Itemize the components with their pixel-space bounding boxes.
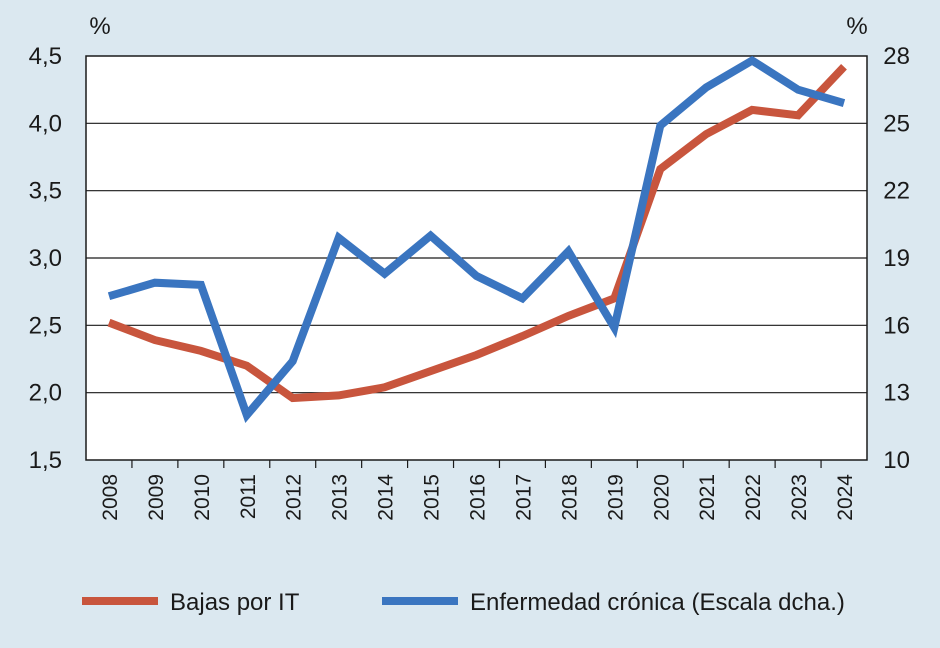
- x-tick-label: 2023: [788, 474, 811, 521]
- legend-item-bajas: Bajas por IT: [82, 589, 300, 616]
- right-tick-label: 19: [883, 245, 910, 272]
- x-tick-label: 2024: [834, 474, 857, 521]
- right-axis: % 10 13 16 19 22 25 28: [846, 13, 910, 474]
- x-tick-label: 2015: [421, 474, 444, 521]
- right-tick-label: 22: [883, 178, 910, 205]
- x-tick-label: 2013: [329, 474, 352, 521]
- left-tick-label: 2,5: [29, 312, 62, 339]
- x-tick-label: 2012: [283, 474, 306, 521]
- legend-item-enfermedad: Enfermedad crónica (Escala dcha.): [382, 589, 845, 616]
- x-tick-label: 2016: [467, 474, 490, 521]
- right-tick-label: 28: [883, 43, 910, 70]
- x-tick-label: 2011: [237, 474, 260, 519]
- series-lines: [107, 55, 847, 423]
- x-tick-label: 2018: [558, 474, 581, 521]
- x-tick-label: 2008: [99, 474, 122, 521]
- right-axis-unit: %: [846, 13, 867, 40]
- left-tick-label: 1,5: [29, 447, 62, 474]
- x-tick-label: 2022: [742, 474, 765, 521]
- right-tick-label: 25: [883, 110, 910, 137]
- right-tick-label: 10: [883, 447, 910, 474]
- left-tick-label: 4,5: [29, 43, 62, 70]
- left-tick-label: 3,5: [29, 178, 62, 205]
- right-tick-label: 13: [883, 380, 910, 407]
- left-tick-label: 2,0: [29, 380, 62, 407]
- legend: Bajas por IT Enfermedad crónica (Escala …: [82, 589, 845, 616]
- x-axis-ticks: [131, 460, 822, 468]
- x-tick-label: 2019: [604, 474, 627, 521]
- x-tick-label: 2020: [650, 474, 673, 521]
- left-axis-unit: %: [89, 13, 110, 40]
- left-tick-label: 4,0: [29, 110, 62, 137]
- right-tick-label: 16: [883, 312, 910, 339]
- left-axis: % 1,5 2,0 2,5 3,0 3,5 4,0 4,5: [29, 13, 111, 474]
- x-tick-label: 2021: [696, 474, 719, 521]
- x-tick-label: 2010: [191, 474, 214, 521]
- x-tick-label: 2017: [512, 474, 535, 521]
- left-tick-label: 3,0: [29, 245, 62, 272]
- legend-label-enfermedad: Enfermedad crónica (Escala dcha.): [470, 589, 845, 616]
- x-axis-labels: 2008 2009 2010 2011 2012 2013 2014 2015 2016 2017…: [99, 474, 857, 521]
- legend-label-bajas: Bajas por IT: [170, 589, 300, 616]
- series-line-enfermedad-cronica: [107, 55, 846, 423]
- x-tick-label: 2014: [375, 474, 398, 521]
- x-tick-label: 2009: [145, 474, 168, 521]
